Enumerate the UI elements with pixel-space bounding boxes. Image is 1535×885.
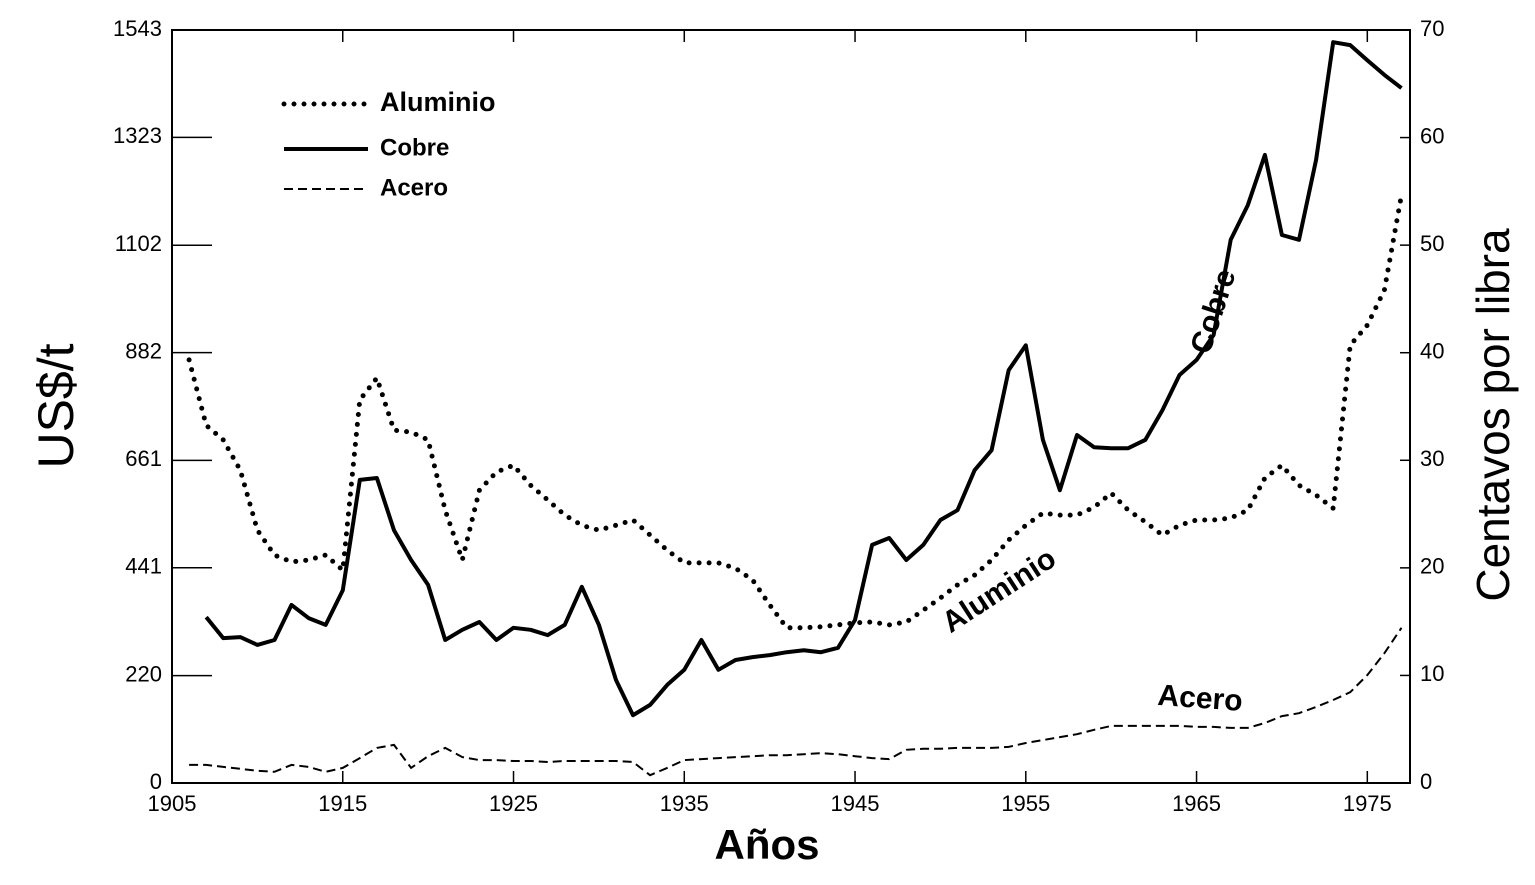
- y2-tick-label: 20: [1420, 554, 1444, 579]
- y2-tick-label: 10: [1420, 661, 1444, 686]
- x-tick-label: 1915: [318, 791, 367, 816]
- annotation: Aluminio: [936, 542, 1062, 640]
- x-axis-label: Años: [715, 821, 820, 868]
- x-tick-label: 1925: [489, 791, 538, 816]
- series-line: [186, 192, 1404, 631]
- y-tick-label: 220: [125, 661, 162, 686]
- y2-tick-label: 0: [1420, 769, 1432, 794]
- series-line: [204, 40, 1403, 718]
- legend-label: Acero: [380, 174, 448, 201]
- legend-label: Aluminio: [380, 87, 496, 117]
- y2-tick-label: 40: [1420, 339, 1444, 364]
- x-tick-label: 1905: [148, 791, 197, 816]
- annotation: Cobre: [1184, 265, 1242, 358]
- plot-frame: [171, 29, 1411, 784]
- y-tick-label: 1323: [113, 123, 162, 148]
- y-tick-label: 441: [125, 554, 162, 579]
- y-tick-label: 882: [125, 338, 162, 363]
- y-tick-label: 1543: [113, 16, 162, 41]
- y-tick-label: 1102: [115, 231, 162, 256]
- y2-axis-label: Centavos por libra: [1467, 228, 1519, 602]
- y-tick-label: 661: [125, 446, 162, 471]
- y2-tick-label: 50: [1420, 231, 1444, 256]
- y-axis-label: US$/t: [28, 343, 84, 468]
- y-tick-label: 0: [150, 769, 162, 794]
- annotation: Acero: [1157, 679, 1244, 718]
- x-tick-label: 1935: [660, 791, 709, 816]
- x-tick-label: 1975: [1343, 791, 1392, 816]
- x-tick-label: 1945: [831, 791, 880, 816]
- x-tick-label: 1955: [1001, 791, 1050, 816]
- series-line: [189, 627, 1403, 777]
- y2-tick-label: 30: [1420, 446, 1444, 471]
- y2-tick-label: 60: [1420, 123, 1444, 148]
- y2-tick-label: 70: [1420, 16, 1444, 41]
- legend-label: Cobre: [380, 134, 449, 161]
- x-tick-label: 1965: [1172, 791, 1221, 816]
